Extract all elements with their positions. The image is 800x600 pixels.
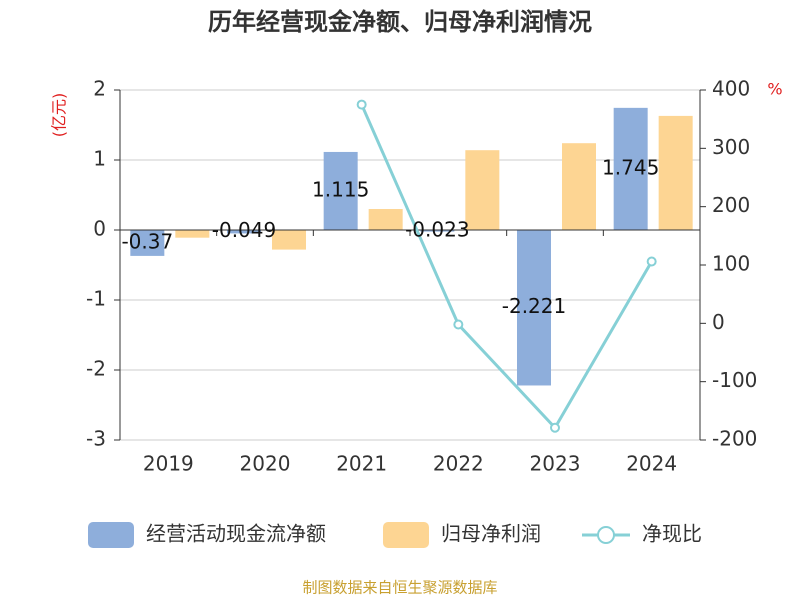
y2-axis-label: % [767, 80, 782, 99]
bar [323, 151, 358, 230]
y-tick-label: 0 [93, 217, 106, 241]
bar [562, 143, 596, 230]
y-tick-label: -3 [86, 427, 106, 451]
x-tick-label: 2024 [626, 452, 677, 476]
chart-title: 历年经营现金净额、归母净利润情况 [208, 8, 592, 36]
x-tick-label: 2023 [530, 452, 581, 476]
x-tick-label: 2019 [143, 452, 194, 476]
legend-swatch [383, 522, 429, 548]
legend-label: 经营活动现金流净额 [146, 522, 326, 546]
y-tick-label: 1 [93, 147, 106, 171]
y-tick-label: -1 [86, 287, 106, 311]
x-tick-label: 2020 [240, 452, 291, 476]
y-axis-label: (亿元) [50, 93, 69, 138]
data-label: -0.37 [121, 229, 173, 253]
legend-label: 归母净利润 [441, 522, 541, 546]
data-label: 1.745 [602, 155, 659, 179]
bar [368, 209, 403, 230]
legend-swatch [88, 522, 134, 548]
legend-label: 净现比 [642, 522, 702, 546]
bar [420, 230, 455, 232]
line-point [550, 422, 560, 433]
bar [465, 150, 500, 230]
y2-tick-label: -100 [712, 368, 757, 392]
y2-tick-label: 0 [712, 310, 725, 334]
bar [130, 230, 165, 256]
legend-swatch [597, 526, 615, 544]
data-label: -0.023 [405, 217, 469, 241]
line-point [356, 99, 367, 110]
y2-tick-label: 300 [712, 135, 750, 159]
line-point [453, 319, 464, 330]
data-label: 1.115 [312, 177, 369, 201]
y2-tick-label: 400 [712, 77, 750, 101]
y2-tick-label: 200 [712, 193, 750, 217]
data-label: -0.049 [212, 218, 276, 242]
y-tick-label: 2 [93, 77, 106, 101]
x-tick-label: 2021 [336, 452, 387, 476]
bar [227, 230, 261, 234]
line [360, 103, 653, 431]
line-point [646, 256, 657, 267]
bar [175, 230, 210, 238]
y-tick-label: -2 [86, 357, 106, 381]
bar [517, 230, 551, 386]
y2-tick-label: -200 [712, 427, 757, 451]
x-tick-label: 2022 [433, 452, 484, 476]
bar [272, 230, 306, 250]
y2-tick-label: 100 [712, 252, 750, 276]
bar [613, 107, 648, 230]
data-label: -2.221 [502, 294, 566, 318]
source-note: 制图数据来自恒生聚源数据库 [302, 579, 497, 597]
bar [658, 115, 693, 230]
